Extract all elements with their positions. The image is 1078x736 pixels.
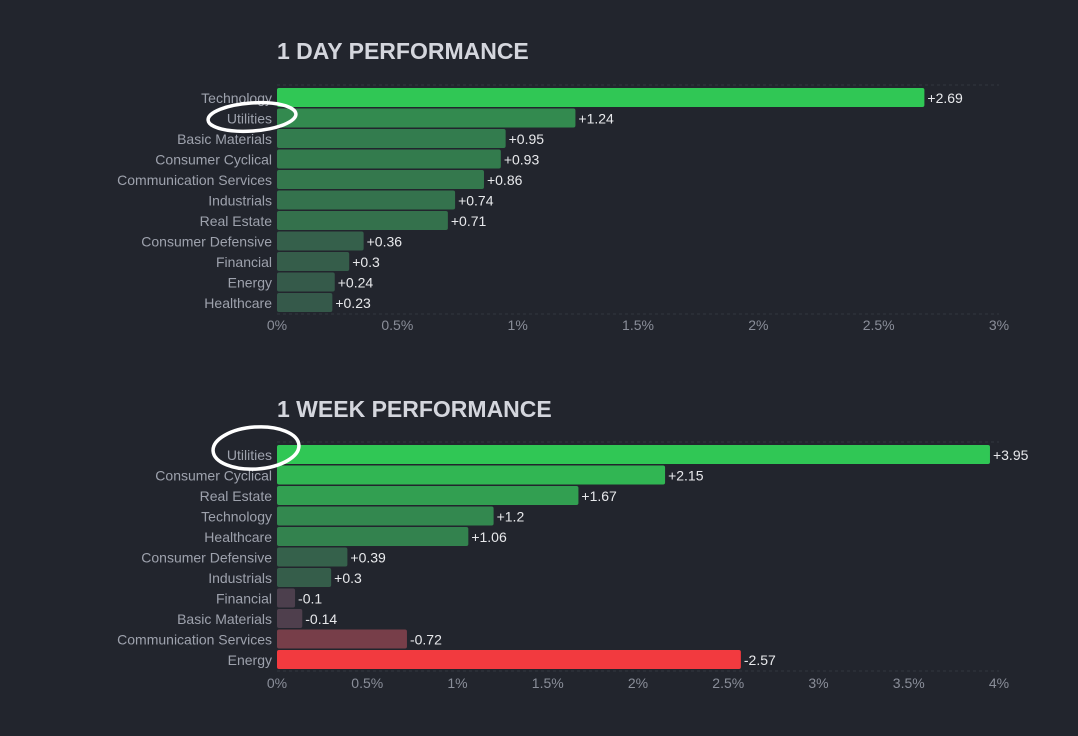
value-label: +1.06 [471, 529, 507, 545]
value-label: +0.3 [352, 254, 380, 270]
x-tick-label: 1% [447, 675, 467, 691]
value-label: +1.67 [581, 488, 617, 504]
bar[interactable] [277, 293, 333, 312]
x-tick-label: 3% [989, 317, 1009, 333]
highlight-circle [211, 425, 301, 471]
bar[interactable] [277, 629, 407, 649]
bar[interactable] [277, 568, 332, 587]
x-tick-label: 0% [267, 675, 287, 691]
highlight-circle [206, 100, 298, 134]
x-tick-label: 0.5% [351, 675, 383, 691]
value-label: +0.71 [451, 213, 487, 229]
category-label: Financial [216, 591, 272, 607]
x-tick-label: 4% [989, 675, 1009, 691]
category-label: Consumer Defensive [141, 234, 272, 250]
category-label: Basic Materials [177, 611, 272, 627]
category-label: Consumer Cyclical [155, 152, 272, 168]
bar[interactable] [277, 190, 456, 210]
value-label: +0.93 [504, 152, 540, 168]
value-label: +0.39 [350, 550, 386, 566]
bar[interactable] [277, 252, 350, 271]
bar[interactable] [277, 506, 494, 526]
bar[interactable] [277, 88, 925, 107]
value-label: -0.1 [298, 591, 322, 607]
value-label: +0.3 [334, 570, 362, 586]
bar[interactable] [277, 445, 990, 464]
bar[interactable] [277, 547, 348, 567]
category-label: Healthcare [204, 295, 272, 311]
category-label: Communication Services [117, 172, 272, 188]
chart-title-2: 1 WEEK PERFORMANCE [277, 396, 552, 422]
bar[interactable] [277, 465, 666, 485]
x-tick-label: 1.5% [622, 317, 654, 333]
category-label: Consumer Cyclical [155, 468, 272, 484]
value-label: +1.2 [497, 509, 525, 525]
category-label: Basic Materials [177, 131, 272, 147]
category-label: Financial [216, 254, 272, 270]
bar[interactable] [277, 527, 469, 546]
value-label: -0.72 [410, 632, 442, 648]
value-label: +0.95 [509, 131, 545, 147]
bar[interactable] [277, 149, 501, 169]
value-label: -2.57 [744, 652, 776, 668]
bar[interactable] [277, 108, 576, 128]
x-tick-label: 0.5% [381, 317, 413, 333]
bar[interactable] [277, 650, 741, 669]
category-label: Real Estate [200, 213, 273, 229]
bar[interactable] [277, 486, 579, 505]
bar[interactable] [277, 588, 296, 608]
x-tick-label: 3% [808, 675, 828, 691]
bar[interactable] [277, 609, 303, 628]
x-tick-label: 1% [508, 317, 528, 333]
category-label: Utilities [227, 447, 272, 463]
category-label: Industrials [208, 193, 272, 209]
category-label: Technology [201, 509, 272, 525]
value-label: +0.23 [335, 295, 371, 311]
value-label: +3.95 [993, 447, 1029, 463]
x-tick-label: 2% [628, 675, 648, 691]
value-label: +0.24 [338, 275, 374, 291]
value-label: +0.36 [367, 234, 403, 250]
x-tick-label: 0% [267, 317, 287, 333]
category-label: Energy [228, 275, 272, 291]
value-label: +0.86 [487, 172, 523, 188]
x-tick-label: 3.5% [893, 675, 925, 691]
chart-title-1: 1 DAY PERFORMANCE [277, 38, 529, 64]
value-label: -0.14 [305, 611, 337, 627]
category-label: Energy [228, 652, 272, 668]
value-label: +2.15 [668, 468, 704, 484]
value-label: +2.69 [927, 90, 963, 106]
category-label: Communication Services [117, 632, 272, 648]
value-label: +1.24 [578, 111, 614, 127]
bar[interactable] [277, 170, 484, 189]
category-label: Utilities [227, 111, 272, 127]
bar[interactable] [277, 211, 448, 230]
bar[interactable] [277, 231, 364, 251]
category-label: Healthcare [204, 529, 272, 545]
x-tick-label: 2.5% [712, 675, 744, 691]
x-tick-label: 1.5% [532, 675, 564, 691]
category-label: Industrials [208, 570, 272, 586]
category-label: Consumer Defensive [141, 550, 272, 566]
value-label: +0.74 [458, 193, 494, 209]
x-tick-label: 2.5% [863, 317, 895, 333]
bar[interactable] [277, 129, 506, 148]
category-label: Real Estate [200, 488, 273, 504]
x-tick-label: 2% [748, 317, 768, 333]
bar[interactable] [277, 272, 335, 292]
